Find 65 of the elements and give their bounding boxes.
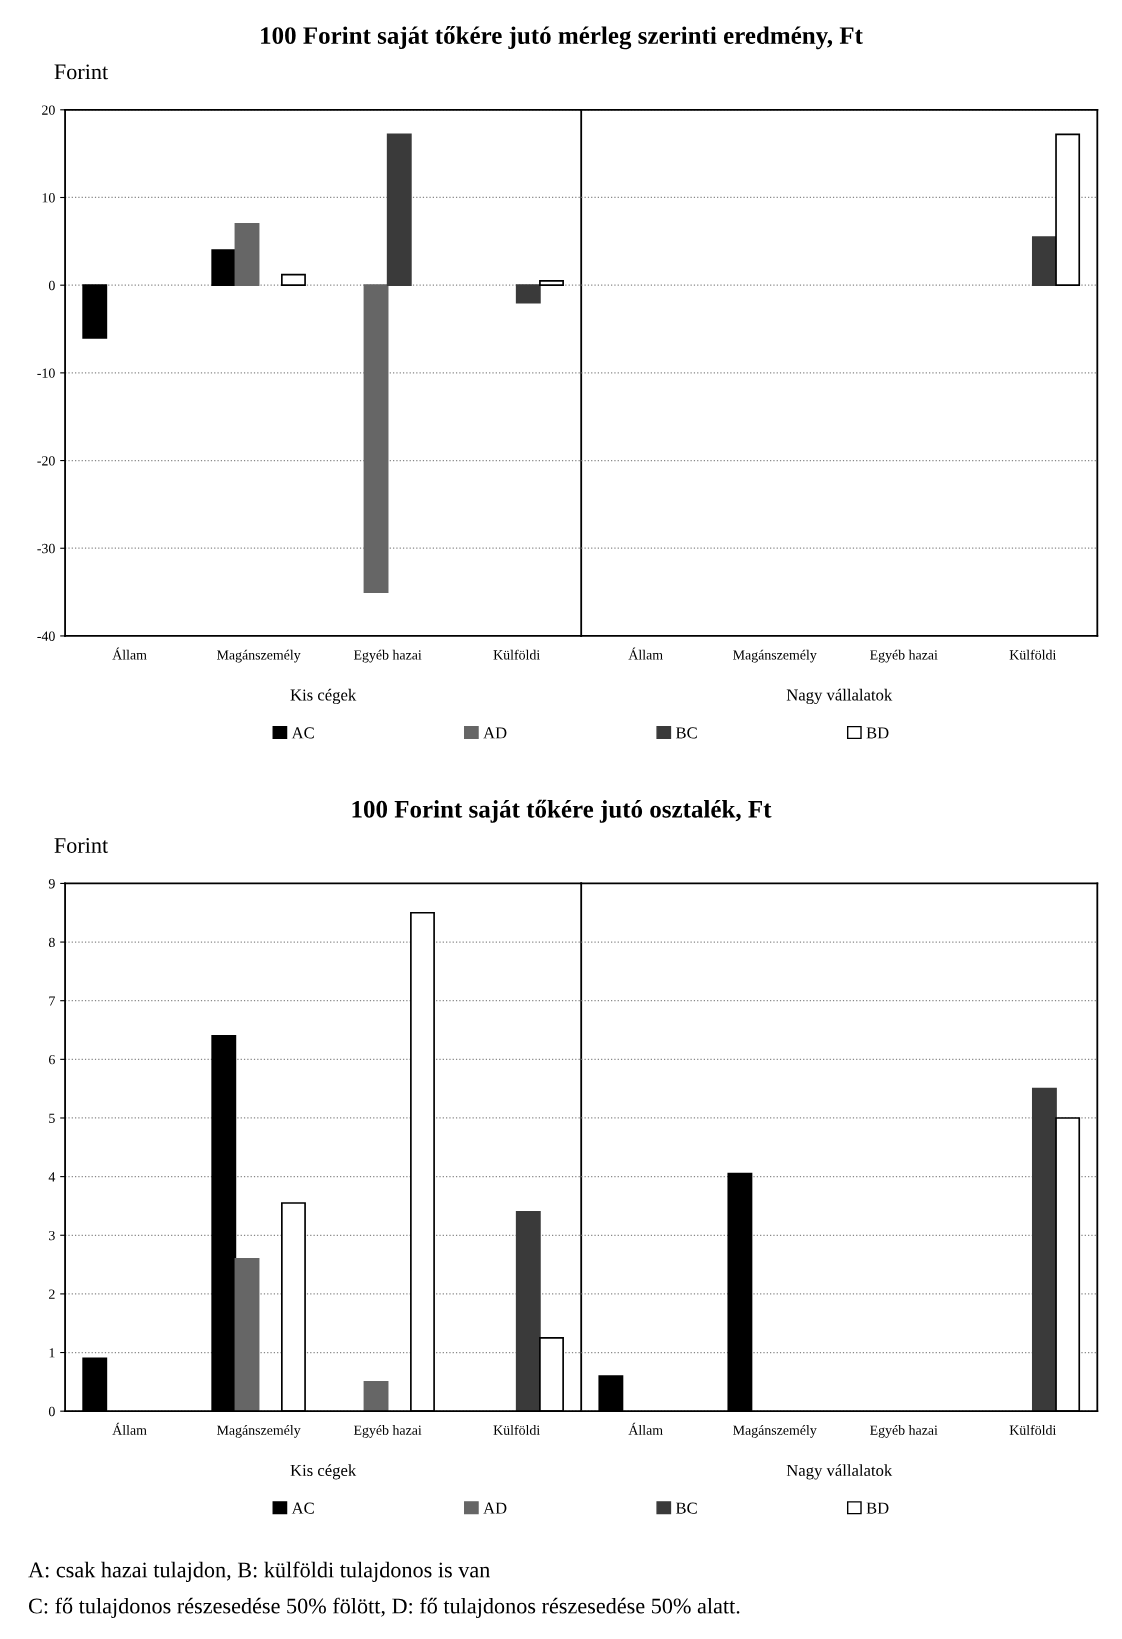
x-tick-label: Magánszemély <box>733 1425 817 1438</box>
bar <box>515 284 541 304</box>
y-tick-label: 9 <box>48 879 55 889</box>
y-tick-label: 6 <box>49 1054 55 1065</box>
bar <box>281 273 306 287</box>
legend-label: AC <box>291 727 314 739</box>
bar <box>82 284 108 339</box>
bar <box>386 133 412 287</box>
y-tick-label: -30 <box>37 543 55 554</box>
legend-label: AD <box>483 727 507 739</box>
y-tick-label: 10 <box>42 193 55 203</box>
text: Nagy vállalatok <box>786 1464 893 1480</box>
x-tick-label: Egyéb hazai <box>870 1425 938 1438</box>
y-tick-label: -40 <box>37 631 55 641</box>
x-tick-label: Külföldi <box>1009 649 1057 660</box>
y-tick-label: -10 <box>37 368 55 378</box>
x-tick-label: Egyéb hazai <box>353 1425 422 1438</box>
bar <box>1055 133 1081 287</box>
legend-label: BD <box>866 727 889 739</box>
chart-title: 100 Forint saját tőkére jutó mérleg szerinti eredmény, Ft <box>261 26 863 50</box>
bar <box>539 279 564 287</box>
text: Nagy vállalatok <box>786 688 893 705</box>
y-tick-label: -20 <box>37 456 55 466</box>
y-tick-label: 8 <box>48 937 55 948</box>
legend-label: BD <box>866 1502 889 1514</box>
bar <box>234 222 260 287</box>
bar <box>515 1210 541 1412</box>
text: Kis cégek <box>290 1464 357 1480</box>
y-axis-title: Forint <box>54 837 109 853</box>
x-tick-label: Állam <box>112 1422 147 1435</box>
x-tick-label: Magánszemély <box>216 649 301 663</box>
y-tick-label: 7 <box>49 996 55 1006</box>
y-axis-title: Forint <box>54 64 109 80</box>
y-tick-label: 3 <box>49 1230 55 1241</box>
text: Kis cégek <box>290 688 357 705</box>
bar <box>211 249 237 287</box>
legend-label: AD <box>483 1502 507 1514</box>
text: C: fő tulajdonos részesedése 50% fölött, D: fő tulajdonos részesedése 50% alatt. <box>28 1597 740 1619</box>
x-tick-label: Állam <box>628 647 663 660</box>
y-tick-label: 20 <box>42 105 55 115</box>
legend-label: BC <box>675 1502 697 1514</box>
x-tick-label: Külföldi <box>493 1424 540 1435</box>
bar <box>363 1381 389 1412</box>
y-tick-label: 2 <box>49 1289 55 1299</box>
x-tick-label: Állam <box>112 647 147 660</box>
y-tick-label: 0 <box>48 280 55 291</box>
x-tick-label: Külföldi <box>1009 1424 1057 1435</box>
x-tick-label: Egyéb hazai <box>870 649 938 663</box>
bar <box>1031 236 1057 287</box>
x-tick-label: Magánszemély <box>216 1425 301 1438</box>
bar <box>234 1257 260 1412</box>
bar <box>1031 1087 1057 1412</box>
y-tick-label: 0 <box>48 1406 55 1417</box>
y-tick-label: 5 <box>49 1113 55 1123</box>
chart-title: 100 Forint saját tőkére jutó osztalék, Ft <box>352 799 772 823</box>
text: A: csak hazai tulajdon, B: külföldi tulajdonos is van <box>28 1561 490 1582</box>
x-tick-label: Egyéb hazai <box>353 649 422 663</box>
x-tick-label: Külföldi <box>493 649 540 660</box>
y-tick-label: 4 <box>48 1172 56 1182</box>
x-tick-label: Állam <box>628 1422 663 1435</box>
x-tick-label: Magánszemély <box>733 649 817 663</box>
legend-label: BC <box>675 727 697 739</box>
y-tick-label: 1 <box>49 1348 55 1358</box>
bar <box>363 284 389 593</box>
legend-label: AC <box>291 1502 314 1514</box>
